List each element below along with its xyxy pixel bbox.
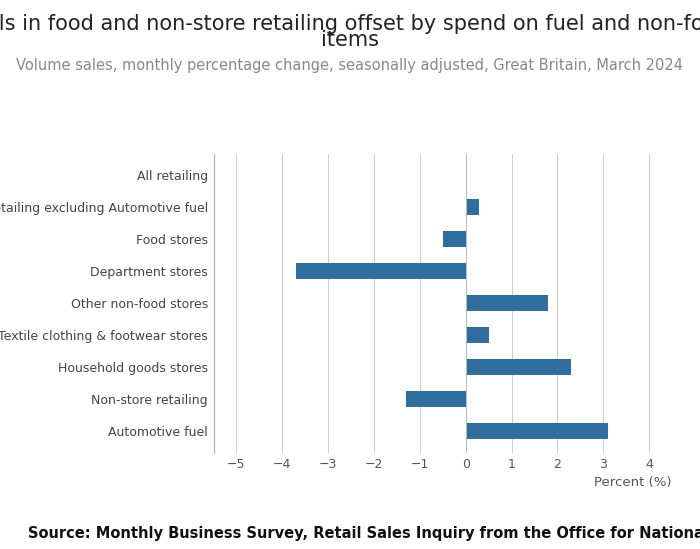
Bar: [442, 231, 466, 247]
Bar: [466, 295, 548, 311]
Bar: [466, 199, 480, 215]
Text: Volume sales, monthly percentage change, seasonally adjusted, Great Britain, Mar: Volume sales, monthly percentage change,…: [17, 58, 683, 72]
Bar: [406, 391, 466, 407]
Text: items: items: [321, 30, 379, 50]
X-axis label: Percent (%): Percent (%): [594, 477, 672, 489]
Bar: [466, 327, 489, 343]
Text: Falls in food and non-store retailing offset by spend on fuel and non-food: Falls in food and non-store retailing of…: [0, 14, 700, 33]
Bar: [466, 423, 608, 439]
Bar: [466, 360, 571, 376]
Bar: [296, 264, 466, 279]
Text: Source: Monthly Business Survey, Retail Sales Inquiry from the Office for Nation: Source: Monthly Business Survey, Retail …: [28, 526, 700, 541]
